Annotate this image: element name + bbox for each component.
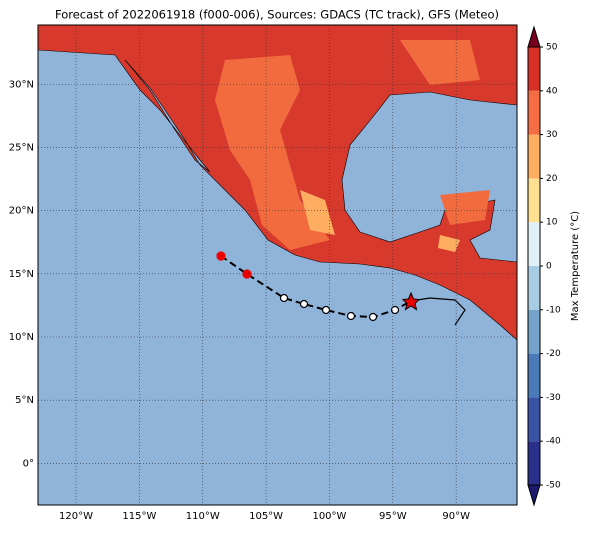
- colorbar-bin: [528, 397, 540, 442]
- colorbar-bin: [528, 266, 540, 310]
- colorbar-tick-label: -10: [546, 305, 561, 315]
- colorbar-extend: [527, 25, 541, 48]
- colorbar-bin: [528, 90, 540, 135]
- lat-tick-label: 25°N: [9, 143, 34, 154]
- lat-tick-label: 0°: [23, 458, 34, 469]
- lon-tick-label: 105°W: [249, 511, 283, 522]
- colorbar-tick-label: 40: [546, 86, 558, 96]
- lon-tick-label: 115°W: [122, 511, 156, 522]
- land-cool: [300, 190, 460, 252]
- colorbar-bin: [528, 47, 540, 91]
- colorbar-bin: [528, 134, 540, 179]
- current-position: [401, 291, 421, 311]
- colorbar-tick-label: -50: [546, 481, 561, 491]
- storm-markers: [216, 251, 400, 322]
- colorbar-tick-label: 10: [546, 218, 558, 228]
- colorbar-label: Max Temperature (°C): [570, 211, 581, 321]
- colorbar-bin: [528, 222, 540, 266]
- colorbar-tick-label: 0: [546, 262, 552, 272]
- colorbar-tick-label: 30: [546, 130, 558, 140]
- lon-tick-label: 120°W: [59, 511, 93, 522]
- map-title: Forecast of 2022061918 (f000-006), Sourc…: [55, 8, 499, 22]
- lat-tick-label: 15°N: [9, 269, 34, 280]
- lat-tick-label: 5°N: [15, 395, 34, 406]
- colorbar-bin: [528, 441, 540, 485]
- colorbar-bin: [528, 309, 540, 354]
- lon-tick-label: 100°W: [312, 511, 346, 522]
- track: [220, 255, 412, 319]
- lat-tick-label: 10°N: [9, 332, 34, 343]
- colorbar-tick-label: 20: [546, 174, 558, 184]
- colorbar-tick-label: -20: [546, 349, 561, 359]
- land-warm: [215, 40, 490, 250]
- lon-tick-label: 95°W: [379, 511, 407, 522]
- map-frame: [37, 24, 518, 506]
- forecast-track: [410, 297, 466, 326]
- colorbar-bin: [528, 178, 540, 223]
- colorbar-tick-label: 50: [546, 43, 558, 53]
- lon-tick-label: 110°W: [186, 511, 220, 522]
- lat-tick-label: 30°N: [9, 79, 34, 90]
- lat-tick-label: 20°N: [9, 206, 34, 217]
- colorbar-tick-label: -40: [546, 437, 561, 447]
- map: [38, 25, 517, 505]
- colorbar-tick-label: -30: [546, 393, 561, 403]
- colorbar-extend: [527, 484, 541, 507]
- colorbar-bin: [528, 353, 540, 398]
- lon-tick-label: 90°W: [442, 511, 470, 522]
